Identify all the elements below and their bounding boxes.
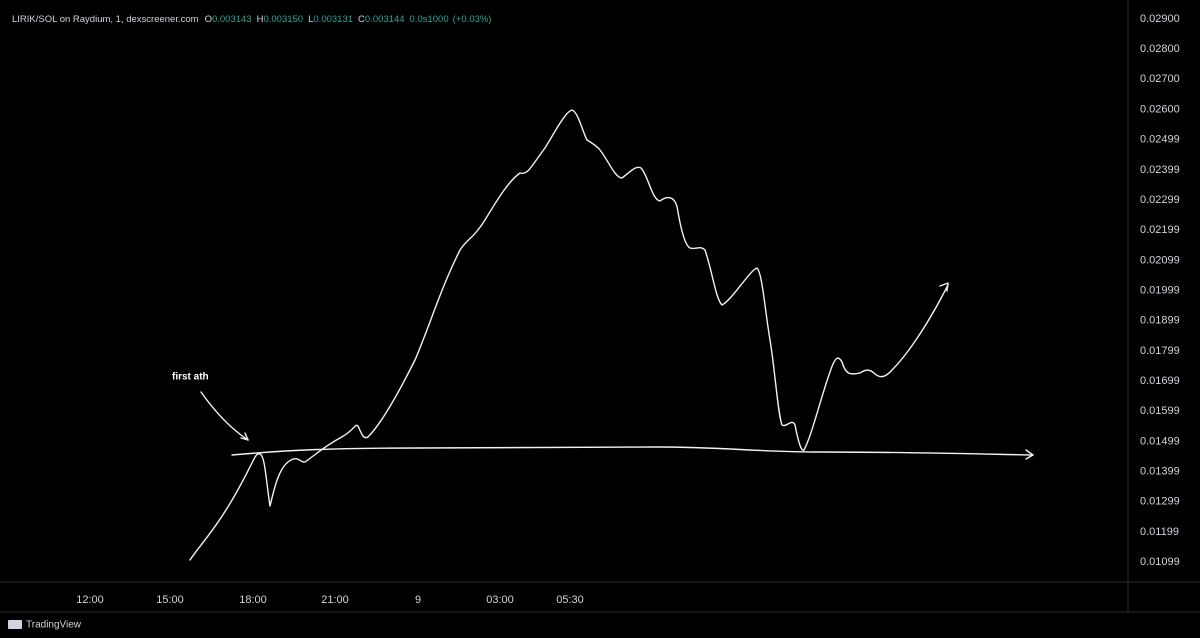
ohlc-label: O: [205, 14, 212, 25]
time-tick-label: 15:00: [156, 594, 184, 606]
time-tick-label: 05:30: [556, 594, 584, 606]
volume: 0.0s1000: [410, 14, 449, 25]
price-tick-label: 0.02600: [1140, 103, 1180, 115]
drawn-support-line: [231, 446, 1034, 456]
price-tick-label: 0.02800: [1140, 43, 1180, 55]
brand-logo: [8, 620, 22, 629]
price-tick-label: 0.01799: [1140, 345, 1180, 357]
price-tick-label: 0.02399: [1140, 164, 1180, 176]
ohlc-value: 0.003143: [212, 14, 252, 25]
time-tick-label: 21:00: [321, 594, 349, 606]
price-tick-label: 0.02199: [1140, 224, 1180, 236]
ohlc-value: 0.003131: [313, 14, 353, 25]
price-tick-label: 0.01599: [1140, 405, 1180, 417]
price-tick-label: 0.02900: [1140, 13, 1180, 25]
price-tick-label: 0.01699: [1140, 375, 1180, 387]
price-tick-label: 0.01299: [1140, 496, 1180, 508]
price-tick-label: 0.02499: [1140, 134, 1180, 146]
price-tick-label: 0.01099: [1140, 556, 1180, 568]
price-tick-label: 0.01899: [1140, 315, 1180, 327]
price-tick-label: 0.02099: [1140, 254, 1180, 266]
ohlc-value: 0.003150: [263, 14, 303, 25]
drawn-arrowhead: [1025, 449, 1034, 460]
ohlc-value: 0.003144: [365, 14, 405, 25]
ohlc-label: L: [308, 14, 313, 25]
time-tick-label: 12:00: [76, 594, 104, 606]
drawn-arrowhead: [939, 282, 949, 292]
ohlc-label: H: [257, 14, 264, 25]
ohlc-label: C: [358, 14, 365, 25]
change: (+0.03%): [453, 14, 492, 25]
drawn-price-curve: [189, 109, 949, 561]
time-tick-label: 03:00: [486, 594, 514, 606]
time-tick-label: 18:00: [239, 594, 267, 606]
price-tick-label: 0.02700: [1140, 73, 1180, 85]
price-tick-label: 0.02299: [1140, 194, 1180, 206]
annotation-arrow: [200, 391, 249, 441]
price-tick-label: 0.01999: [1140, 284, 1180, 296]
annotation-arrowhead: [240, 432, 249, 441]
price-tick-label: 0.01199: [1140, 526, 1179, 538]
price-tick-label: 0.01399: [1140, 465, 1180, 477]
header: LIRIK/SOL on Raydium, 1, dexscreener.com…: [12, 14, 491, 25]
price-tick-label: 0.01499: [1140, 435, 1180, 447]
symbol: LIRIK/SOL on Raydium, 1, dexscreener.com: [12, 14, 199, 25]
annotation: first ath: [172, 372, 209, 383]
time-tick-label: 9: [415, 594, 421, 606]
footer-brand: TradingView: [26, 620, 82, 631]
